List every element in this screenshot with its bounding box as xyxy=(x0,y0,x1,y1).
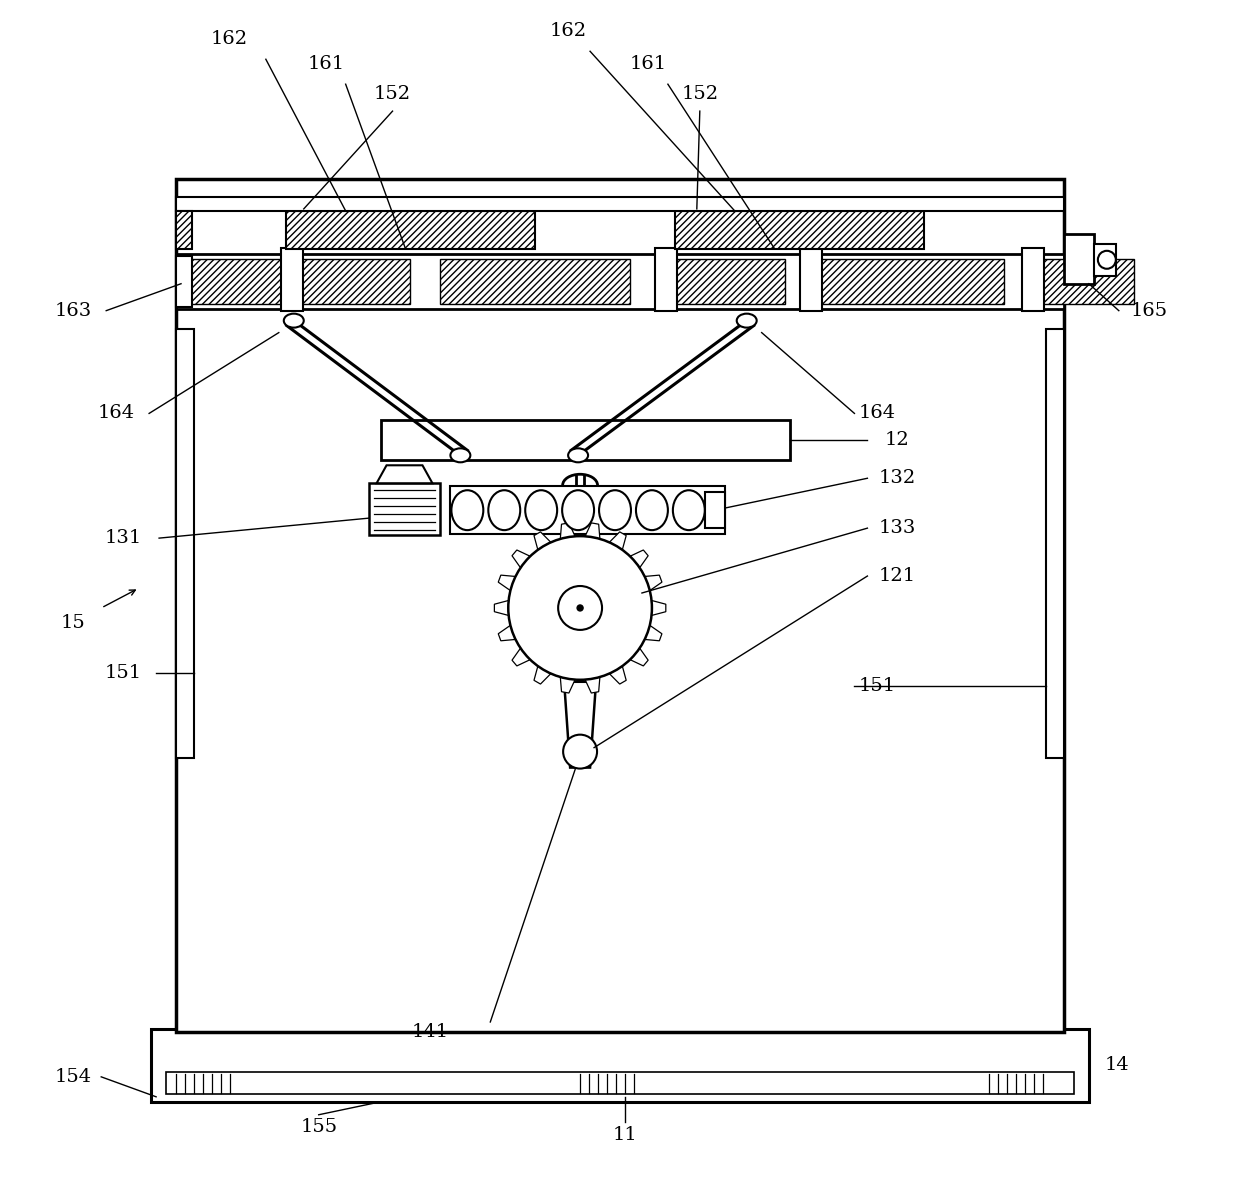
Polygon shape xyxy=(377,465,433,483)
Polygon shape xyxy=(645,626,662,641)
Polygon shape xyxy=(609,666,626,684)
Bar xyxy=(1034,259,1133,304)
Text: 151: 151 xyxy=(104,663,141,682)
Polygon shape xyxy=(498,575,516,590)
Polygon shape xyxy=(495,601,508,615)
Ellipse shape xyxy=(673,490,704,530)
Polygon shape xyxy=(651,601,666,615)
Polygon shape xyxy=(512,550,531,568)
Bar xyxy=(440,259,630,304)
Polygon shape xyxy=(585,523,600,538)
Text: 162: 162 xyxy=(549,22,587,40)
Ellipse shape xyxy=(284,313,304,327)
Bar xyxy=(450,487,724,534)
Text: 151: 151 xyxy=(859,677,897,695)
Ellipse shape xyxy=(636,490,668,530)
Bar xyxy=(176,256,192,306)
Polygon shape xyxy=(560,677,575,693)
Polygon shape xyxy=(534,666,551,684)
Polygon shape xyxy=(560,523,575,538)
Text: 12: 12 xyxy=(885,431,910,449)
Text: 133: 133 xyxy=(879,519,916,537)
Text: 141: 141 xyxy=(412,1023,449,1041)
Bar xyxy=(1047,329,1064,757)
Bar xyxy=(381,421,790,461)
Bar xyxy=(176,179,1064,1032)
Polygon shape xyxy=(512,648,531,666)
Polygon shape xyxy=(498,626,516,641)
Text: 164: 164 xyxy=(98,404,135,423)
Bar xyxy=(368,483,440,535)
Circle shape xyxy=(1097,251,1116,269)
Bar xyxy=(280,247,303,311)
Bar xyxy=(285,211,536,249)
Circle shape xyxy=(563,735,596,768)
Text: 161: 161 xyxy=(630,55,666,73)
Bar xyxy=(176,329,193,757)
Bar xyxy=(1094,244,1116,276)
Text: 11: 11 xyxy=(613,1126,637,1144)
Text: 132: 132 xyxy=(879,469,916,488)
Bar xyxy=(166,1072,1074,1094)
Text: 15: 15 xyxy=(61,614,86,631)
Text: 152: 152 xyxy=(374,85,412,104)
Text: 162: 162 xyxy=(211,31,248,48)
Ellipse shape xyxy=(737,313,756,327)
Bar xyxy=(1064,234,1094,284)
Text: 154: 154 xyxy=(55,1067,92,1086)
Bar xyxy=(655,247,677,311)
Polygon shape xyxy=(645,575,662,590)
Bar xyxy=(1022,247,1044,311)
Bar xyxy=(675,211,924,249)
Polygon shape xyxy=(564,682,596,768)
Bar xyxy=(176,253,1064,309)
Circle shape xyxy=(558,585,603,630)
Text: 131: 131 xyxy=(104,529,141,547)
Bar xyxy=(151,1028,1089,1101)
Bar xyxy=(290,259,410,304)
Bar xyxy=(665,259,785,304)
Circle shape xyxy=(508,536,652,680)
Ellipse shape xyxy=(599,490,631,530)
Bar xyxy=(181,259,280,304)
Text: 163: 163 xyxy=(55,302,92,319)
Text: 155: 155 xyxy=(300,1118,337,1136)
Ellipse shape xyxy=(568,449,588,462)
Text: 152: 152 xyxy=(681,85,718,104)
Polygon shape xyxy=(630,648,649,666)
Polygon shape xyxy=(609,531,626,550)
Bar xyxy=(704,492,724,528)
Bar xyxy=(800,247,822,311)
Text: 121: 121 xyxy=(879,567,916,585)
Text: 165: 165 xyxy=(1130,302,1167,319)
Polygon shape xyxy=(630,550,649,568)
Text: 164: 164 xyxy=(859,404,897,423)
Text: 161: 161 xyxy=(308,55,345,73)
Ellipse shape xyxy=(562,490,594,530)
Polygon shape xyxy=(534,531,551,550)
Bar xyxy=(176,197,1064,211)
Bar xyxy=(176,211,192,249)
Ellipse shape xyxy=(489,490,521,530)
Ellipse shape xyxy=(450,449,470,462)
Text: 14: 14 xyxy=(1105,1055,1130,1074)
Circle shape xyxy=(577,605,583,611)
Ellipse shape xyxy=(451,490,484,530)
Polygon shape xyxy=(585,677,600,693)
Bar xyxy=(815,259,1004,304)
Ellipse shape xyxy=(526,490,557,530)
